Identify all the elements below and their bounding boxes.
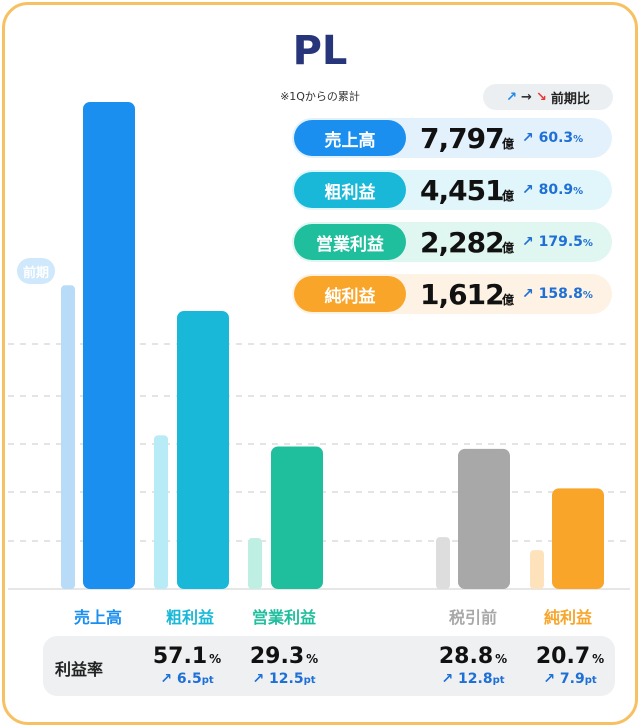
margin-delta-number: 12.5 xyxy=(269,671,304,687)
kpi-label: 売上高 xyxy=(294,120,406,156)
kpi-value: 2,282 xyxy=(420,225,505,259)
kpi-row: 粗利益 4,451 億 ↗ 80.9% xyxy=(292,170,612,210)
x-label-1: 粗利益 xyxy=(165,608,214,627)
kpi-row: 売上高 7,797 億 ↗ 60.3% xyxy=(292,118,612,158)
margin-delta-unit: pt xyxy=(303,675,316,686)
kpi-growth-value: 179.5 xyxy=(538,234,583,250)
margin-delta: ↗ 6.5pt xyxy=(137,671,237,687)
kpi-growth: ↗ 179.5% xyxy=(522,234,593,250)
x-label-3: 税引前 xyxy=(448,608,497,627)
kpi-row: 営業利益 2,282 億 ↗ 179.5% xyxy=(292,222,612,262)
margin-delta-unit: pt xyxy=(584,675,597,686)
bar-previous-1 xyxy=(154,435,168,589)
margin-delta: ↗ 7.9pt xyxy=(520,671,620,687)
kpi-unit: 億 xyxy=(502,136,515,151)
margin-panel xyxy=(43,636,615,696)
x-label-4: 純利益 xyxy=(543,608,592,627)
margin-value: 29.3% xyxy=(234,644,334,669)
kpi-label: 営業利益 xyxy=(294,224,406,260)
margin-unit: % xyxy=(592,652,605,666)
kpi-growth-unit: % xyxy=(582,238,593,249)
up-arrow-icon: ↗ xyxy=(522,182,539,198)
margin-unit: % xyxy=(495,652,508,666)
kpi-growth: ↗ 60.3% xyxy=(522,130,583,146)
chart-title: PL xyxy=(292,28,348,74)
kpi-value: 7,797 xyxy=(420,121,505,155)
margin-delta-number: 7.9 xyxy=(559,671,585,687)
kpi-unit: 億 xyxy=(502,292,515,307)
bar-previous-4 xyxy=(530,550,544,589)
up-arrow-icon: ↗ xyxy=(441,671,459,687)
margin-unit: % xyxy=(209,652,222,666)
chart-subtitle: ※1Qからの累計 xyxy=(280,90,360,103)
kpi-growth-unit: % xyxy=(573,134,584,145)
flat-arrow-icon: → xyxy=(521,89,532,105)
bar-previous-0 xyxy=(61,285,75,589)
margin-delta: ↗ 12.8pt xyxy=(423,671,523,687)
kpi-label: 純利益 xyxy=(294,276,406,312)
growth-legend: ↗ → ↘ 前期比 xyxy=(483,84,613,110)
margin-delta-number: 6.5 xyxy=(176,671,202,687)
bar-current-1 xyxy=(177,310,229,589)
kpi-growth: ↗ 158.8% xyxy=(522,286,593,302)
margin-delta-unit: pt xyxy=(201,675,214,686)
kpi-row: 純利益 1,612 億 ↗ 158.8% xyxy=(292,274,612,314)
up-arrow-icon: ↗ xyxy=(522,286,539,302)
down-arrow-icon: ↘ xyxy=(535,89,547,105)
margin-number: 57.1 xyxy=(152,644,208,669)
margin-delta-number: 12.8 xyxy=(458,671,493,687)
margin-value: 28.8% xyxy=(423,644,523,669)
up-arrow-icon: ↗ xyxy=(160,671,177,687)
kpi-value: 1,612 xyxy=(420,277,505,311)
margin-unit: % xyxy=(306,652,319,666)
margin-delta-unit: pt xyxy=(492,675,505,686)
margin-number: 29.3 xyxy=(249,644,305,669)
kpi-value: 4,451 xyxy=(420,173,505,207)
previous-period-badge: 前期 xyxy=(17,258,55,284)
bar-current-2 xyxy=(271,446,323,589)
kpi-growth: ↗ 80.9% xyxy=(522,182,583,198)
kpi-growth-value: 60.3 xyxy=(538,130,574,146)
up-arrow-icon: ↗ xyxy=(522,234,539,250)
x-label-0: 売上高 xyxy=(73,608,122,627)
kpi-label: 粗利益 xyxy=(294,172,406,208)
kpi-growth-unit: % xyxy=(573,186,584,197)
kpi-growth-value: 80.9 xyxy=(538,182,574,198)
margin-row-title: 利益率 xyxy=(55,660,104,679)
up-arrow-icon: ↗ xyxy=(252,671,270,687)
bar-previous-2 xyxy=(248,538,262,589)
kpi-unit: 億 xyxy=(502,240,515,255)
growth-legend-label: 前期比 xyxy=(550,91,590,107)
up-arrow-icon: ↗ xyxy=(522,130,539,146)
up-arrow-icon: ↗ xyxy=(506,89,518,105)
x-label-2: 営業利益 xyxy=(251,608,316,627)
bar-current-4 xyxy=(552,488,604,589)
kpi-growth-value: 158.8 xyxy=(538,286,583,302)
margin-number: 20.7 xyxy=(535,644,591,669)
up-arrow-icon: ↗ xyxy=(543,671,560,687)
kpi-growth-unit: % xyxy=(582,290,593,301)
margin-delta: ↗ 12.5pt xyxy=(234,671,334,687)
margin-value: 57.1% xyxy=(137,644,237,669)
bar-current-3 xyxy=(458,448,510,589)
margin-value: 20.7% xyxy=(520,644,620,669)
margin-number: 28.8 xyxy=(438,644,494,669)
bar-previous-3 xyxy=(436,537,450,589)
kpi-unit: 億 xyxy=(502,188,515,203)
bar-current-0 xyxy=(83,102,135,589)
